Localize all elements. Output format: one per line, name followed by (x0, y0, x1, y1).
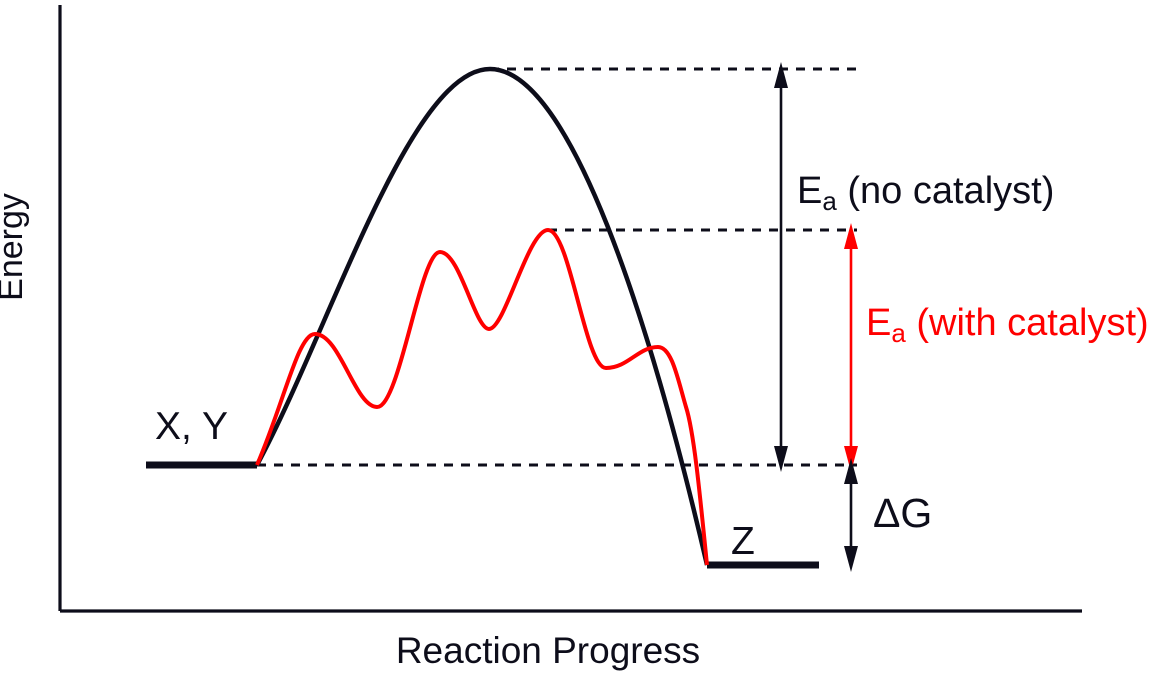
svg-text:Energy: Energy (0, 193, 30, 301)
svg-text:Z: Z (731, 520, 755, 563)
svg-text:Reaction Progress: Reaction Progress (396, 630, 700, 671)
svg-text:Ea (with catalyst): Ea (with catalyst) (866, 302, 1149, 348)
svg-text:Ea (no catalyst): Ea (no catalyst) (797, 170, 1054, 216)
svg-text:X, Y: X, Y (155, 405, 228, 448)
svg-text:ΔG: ΔG (873, 490, 932, 536)
